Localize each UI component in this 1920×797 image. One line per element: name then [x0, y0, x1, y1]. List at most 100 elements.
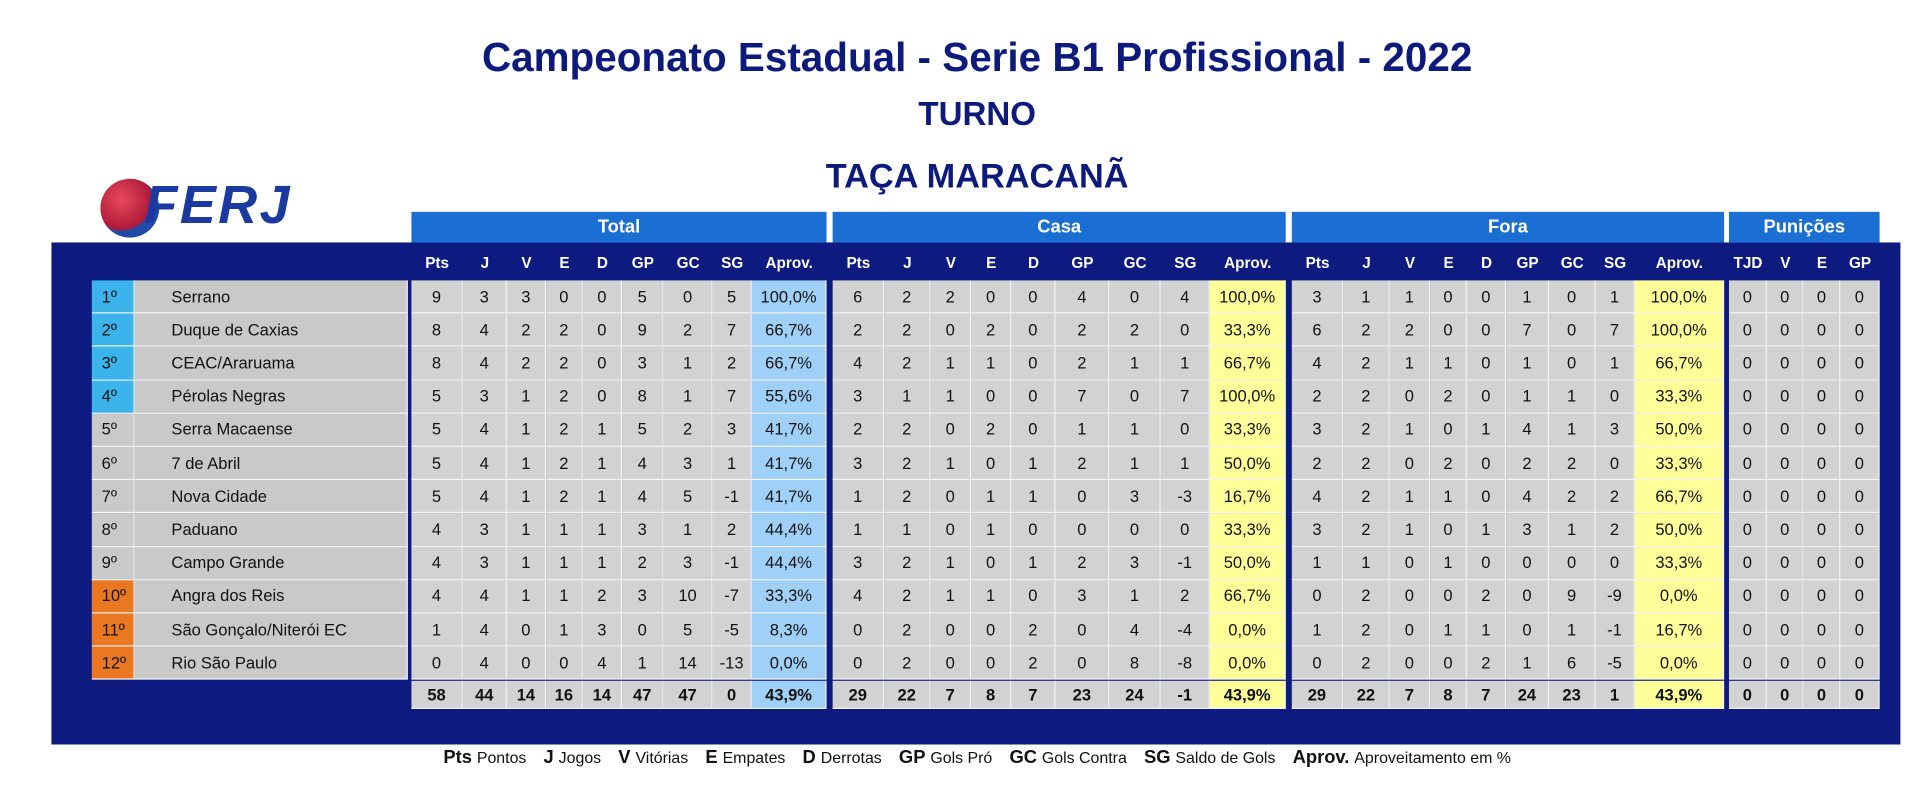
cell: 9: [622, 313, 664, 347]
cell: 0: [1803, 380, 1841, 414]
cell: 0: [971, 546, 1012, 581]
cell: 0: [1011, 580, 1056, 614]
legend-text: Saldo de Gols: [1175, 748, 1276, 767]
cell: 2: [1343, 580, 1390, 614]
cell: 2: [971, 413, 1012, 447]
column-header: D: [1027, 254, 1039, 272]
cell: 2: [971, 313, 1012, 347]
cell: 2: [884, 580, 931, 614]
cell: -13: [712, 646, 752, 681]
cell: 3: [663, 446, 713, 481]
cell: 33,3%: [1634, 446, 1725, 481]
cell: 66,7%: [1209, 580, 1286, 614]
cell: 1: [582, 413, 623, 447]
cell: 0: [1803, 313, 1841, 347]
cell: 0: [1506, 546, 1549, 581]
cell: 0: [1160, 413, 1210, 447]
total-cell: 8: [1430, 681, 1467, 710]
legend-item: SG Saldo de Gols: [1144, 747, 1275, 768]
cell: 0: [1291, 646, 1344, 681]
rank: 5º: [91, 413, 135, 447]
total-cell: 0: [1766, 681, 1804, 710]
cell: 2: [1595, 480, 1635, 514]
cell: 0: [1840, 347, 1880, 381]
cell: 1: [1055, 413, 1110, 447]
cell: 1: [506, 413, 547, 447]
column-header: V: [1780, 254, 1791, 272]
cell: 0: [971, 380, 1012, 414]
total-cell: 14: [582, 681, 623, 710]
column-header: SG: [721, 254, 744, 272]
legend-abbr: GC: [1009, 746, 1037, 768]
cell: 1: [1595, 347, 1635, 381]
cell: 0: [971, 446, 1012, 481]
cell: 1: [832, 480, 885, 514]
cell: 5: [411, 480, 463, 514]
cell: 4: [1506, 413, 1549, 447]
cell: 1: [712, 446, 752, 481]
group-header: Total: [411, 211, 827, 243]
cell: 0: [1766, 646, 1804, 681]
team-name: Duque de Caxias: [134, 313, 408, 347]
cell: 2: [1466, 580, 1507, 614]
cell: 0: [1011, 413, 1056, 447]
column-header: SG: [1604, 254, 1627, 272]
column-header: TJD: [1733, 254, 1763, 272]
cell: 0: [1728, 546, 1767, 581]
column-header: GP: [1848, 254, 1872, 272]
cell: 1: [1466, 513, 1507, 547]
cell: 4: [462, 347, 507, 381]
cell: 0: [1766, 446, 1804, 481]
cell: 4: [1291, 347, 1344, 381]
cell: 10: [663, 580, 713, 614]
cell: 1: [506, 380, 547, 414]
cell: -1: [1160, 546, 1210, 581]
cell: 0: [1506, 580, 1549, 614]
rank: 8º: [91, 513, 135, 547]
cell: 2: [832, 413, 885, 447]
cell: 4: [1506, 480, 1549, 514]
cell: 5: [411, 380, 463, 414]
column-header: GP: [1516, 254, 1539, 272]
cell: 2: [1291, 380, 1344, 414]
cell: 0: [1466, 280, 1507, 314]
cell: 33,3%: [1634, 546, 1725, 581]
cell: 1: [582, 446, 623, 481]
cell: 66,7%: [1209, 347, 1286, 381]
column-header: GC: [1560, 254, 1584, 272]
cell: 3: [663, 546, 713, 581]
cell: -1: [712, 546, 752, 581]
legend-item: V Vitórias: [618, 747, 688, 768]
cell: 0: [1389, 380, 1431, 414]
subtitle: TURNO: [918, 95, 1036, 133]
cell: 3: [1109, 480, 1161, 514]
cell: 3: [622, 513, 664, 547]
cell: 1: [1506, 347, 1549, 381]
cell: 2: [884, 313, 931, 347]
cell: 1: [411, 613, 463, 647]
cell: 0: [1389, 546, 1431, 581]
cell: -8: [1160, 646, 1210, 681]
cell: 0: [546, 280, 583, 314]
cell: 0: [1803, 347, 1841, 381]
cell: 4: [462, 446, 507, 481]
cell: 2: [1595, 513, 1635, 547]
cell: 100,0%: [1634, 313, 1725, 347]
legend-abbr: Pts: [443, 746, 472, 768]
cell: 1: [546, 613, 583, 647]
cell: 1: [506, 513, 547, 547]
cell: 2: [1055, 347, 1110, 381]
cell: 1: [1343, 546, 1390, 581]
cell: 0: [582, 280, 623, 314]
team-name: Pérolas Negras: [134, 380, 408, 414]
cell: 0: [1506, 613, 1549, 647]
cell: 50,0%: [1209, 446, 1286, 481]
cell: 4: [462, 413, 507, 447]
cell: 2: [884, 280, 931, 314]
cell: 0: [1011, 347, 1056, 381]
column-header: GC: [1123, 254, 1147, 272]
column-header: E: [559, 254, 570, 272]
cell: 0: [1389, 580, 1431, 614]
cell: 0: [1160, 313, 1210, 347]
column-header: V: [521, 254, 532, 272]
